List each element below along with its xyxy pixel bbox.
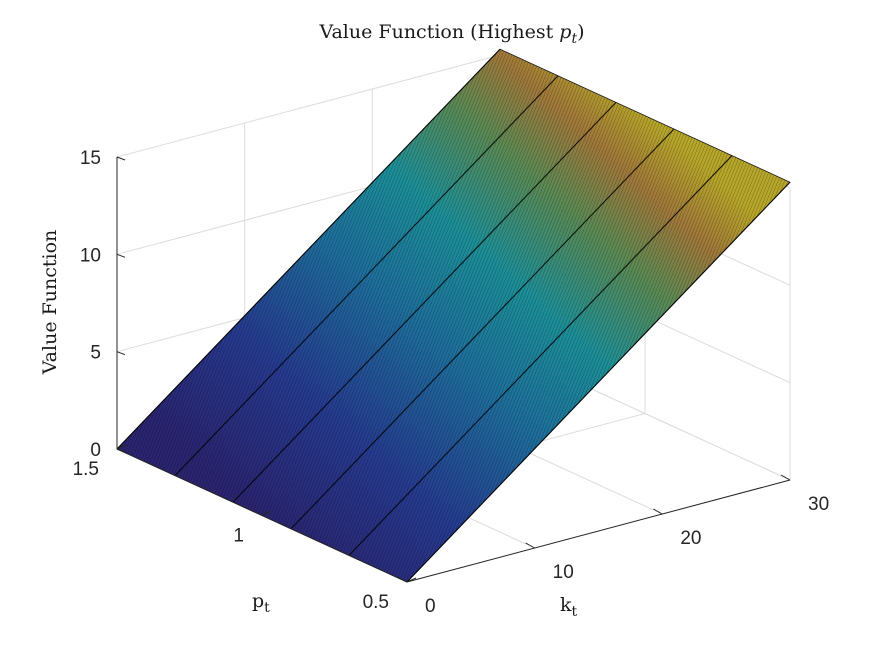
z-tick-label-2: 10	[80, 245, 101, 266]
z-tick-1	[116, 351, 126, 356]
p-tick-1	[261, 511, 272, 516]
z-axis-label: Value Function	[39, 230, 61, 376]
z-tick-label-1: 5	[90, 343, 101, 364]
p-tick-2	[116, 444, 127, 450]
p-tick-0	[406, 577, 417, 583]
k-tick-label-0: 0	[425, 596, 436, 617]
surface-mesh-line-0	[406, 181, 791, 583]
k-tick-labels: 0 10 20 30	[425, 494, 829, 617]
k-tick-label-1: 10	[553, 562, 574, 583]
surface-mesh-overlay	[117, 49, 790, 582]
k-tick-0	[397, 576, 408, 583]
p-axis-label: pt	[252, 590, 270, 616]
value-surface	[116, 48, 791, 583]
p-tick-labels: 0.5 1 1.5	[73, 459, 389, 613]
k-tick-label-2: 20	[680, 528, 701, 549]
z-tick-label-3: 15	[80, 148, 101, 169]
p-tick-label-2: 1.5	[73, 459, 99, 480]
surface-mesh-line-10	[116, 48, 501, 450]
k-tick-1	[525, 542, 535, 549]
z-tick-label-0: 0	[90, 440, 101, 461]
surface-mesh-line-6	[232, 101, 617, 503]
p-tick-label-1: 1	[233, 526, 244, 547]
z-tick-labels: 0 5 10 15	[80, 148, 101, 461]
surface-mesh-line-8	[174, 75, 559, 476]
k-tick-label-3: 30	[808, 494, 829, 515]
surface-mesh-line-2	[348, 155, 733, 556]
k-axis-line	[406, 479, 791, 583]
z-tick-0	[116, 448, 126, 453]
chart-title: Value Function (Highest pt)	[319, 21, 585, 47]
axes	[116, 156, 791, 583]
z-tick-2	[116, 253, 126, 258]
surface-mesh-line-4	[290, 128, 675, 530]
k-tick-2	[653, 508, 663, 515]
z-tick-3	[116, 156, 126, 161]
k-tick-3	[780, 474, 791, 481]
p-tick-label-0: 0.5	[363, 592, 389, 613]
k-axis-label: kt	[560, 594, 578, 620]
